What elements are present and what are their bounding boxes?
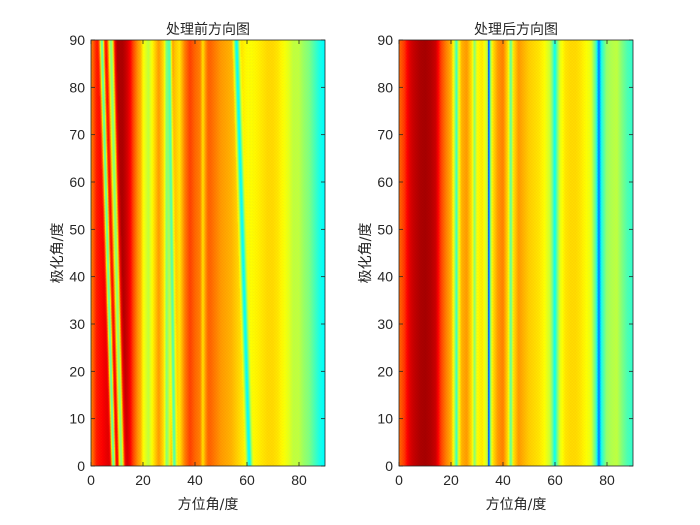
y-tick-label: 0 — [77, 458, 85, 474]
y-tick-label: 20 — [377, 363, 393, 379]
subplot-after-title: 处理后方向图 — [474, 22, 558, 38]
subplot-before-xlabel: 方位角/度 — [178, 497, 239, 513]
x-tick-label: 20 — [443, 472, 459, 488]
subplot-before-heatmap — [91, 40, 325, 466]
y-tick-label: 80 — [69, 79, 85, 95]
subplot-before: 处理前方向图 0 20 40 60 80 0 10 20 30 40 50 60 70 80 90 方位角/… — [50, 21, 326, 513]
subplot-after-ticks: 0 20 40 60 80 0 10 20 30 40 50 60 70 80 90 — [377, 32, 633, 488]
y-tick-label: 30 — [377, 316, 393, 332]
x-tick-label: 80 — [599, 472, 615, 488]
x-tick-label: 0 — [87, 472, 95, 488]
y-tick-label: 10 — [69, 411, 85, 427]
x-tick-label: 40 — [495, 472, 511, 488]
subplot-before-ylabel: 极化角/度 — [50, 223, 66, 284]
subplot-before-ticks: 0 20 40 60 80 0 10 20 30 40 50 60 70 80 90 — [69, 32, 325, 488]
x-tick-label: 60 — [239, 472, 255, 488]
subplot-after: 处理后方向图 0 20 40 60 80 0 10 20 30 40 50 60 70 80 90 方位角/… — [358, 22, 634, 513]
y-tick-label: 60 — [69, 174, 85, 190]
y-tick-label: 50 — [69, 221, 85, 237]
y-tick-label: 30 — [69, 316, 85, 332]
x-tick-label: 40 — [187, 472, 203, 488]
y-tick-label: 40 — [377, 269, 393, 285]
subplot-after-heatmap — [399, 40, 633, 466]
y-tick-label: 20 — [69, 363, 85, 379]
y-tick-label: 60 — [377, 174, 393, 190]
y-tick-label: 90 — [69, 32, 85, 48]
x-tick-label: 0 — [395, 472, 403, 488]
subplot-before-heatmap-image — [91, 40, 325, 466]
subplot-before-title: 处理前方向图 — [166, 21, 250, 38]
subplot-after-xlabel: 方位角/度 — [486, 497, 547, 513]
x-tick-label: 20 — [135, 472, 151, 488]
subplot-after-heatmap-image — [399, 40, 633, 466]
y-tick-label: 70 — [377, 127, 393, 143]
x-tick-label: 60 — [547, 472, 563, 488]
x-tick-label: 80 — [291, 472, 307, 488]
y-tick-label: 50 — [377, 221, 393, 237]
subplot-after-axes-frame — [398, 39, 634, 467]
subplot-after-ylabel: 极化角/度 — [358, 223, 374, 284]
y-tick-label: 80 — [377, 79, 393, 95]
y-tick-label: 70 — [69, 127, 85, 143]
y-tick-label: 10 — [377, 411, 393, 427]
y-tick-label: 90 — [377, 32, 393, 48]
y-tick-label: 0 — [385, 458, 393, 474]
subplot-before-axes-frame — [90, 39, 326, 467]
y-tick-label: 40 — [69, 269, 85, 285]
